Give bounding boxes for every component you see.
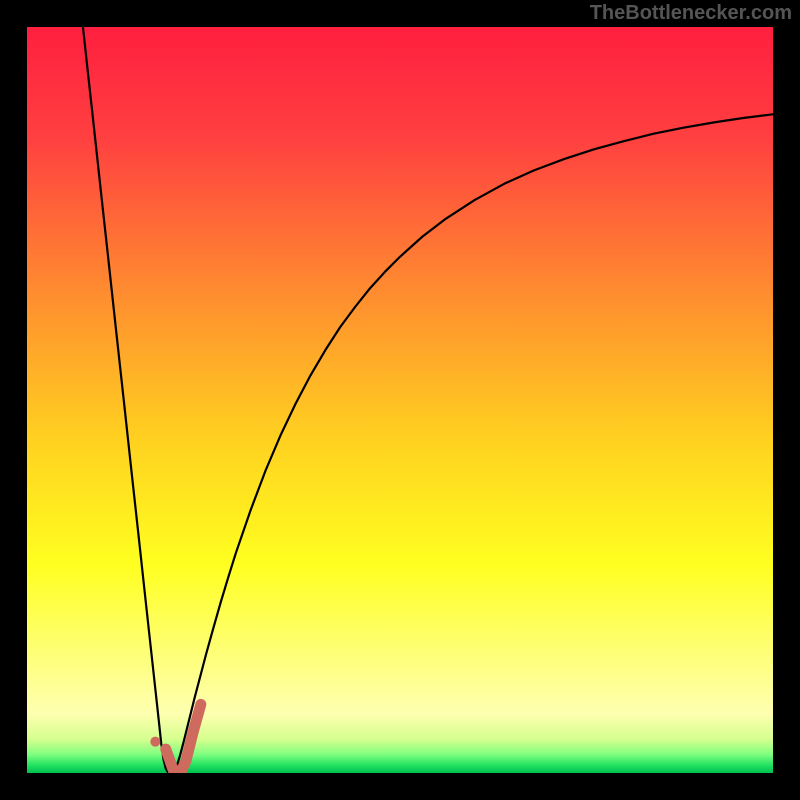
optimal-tick-dot — [150, 737, 160, 747]
bottleneck-chart — [27, 27, 773, 773]
watermark-text: TheBottlenecker.com — [590, 2, 792, 25]
chart-background — [27, 27, 773, 773]
chart-svg — [27, 27, 773, 773]
